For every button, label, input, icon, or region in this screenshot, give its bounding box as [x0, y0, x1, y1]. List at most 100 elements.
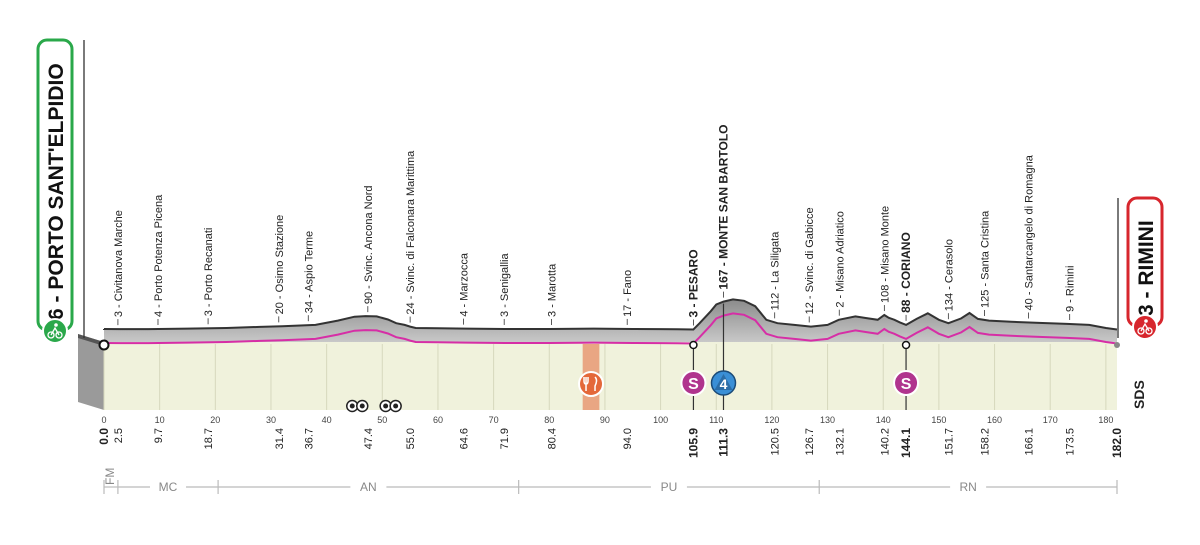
km-tick-label: 110 [709, 415, 723, 425]
km-tick-label: 0 [101, 415, 106, 425]
cyclist-icon-frame [50, 326, 60, 336]
distance-label: 55.0 [405, 428, 417, 449]
km-tick-label: 60 [433, 415, 443, 425]
km-tick-label: 130 [820, 415, 835, 425]
distance-label: 158.2 [980, 428, 992, 456]
km-tick-label: 150 [931, 415, 946, 425]
sprint-letter: S [688, 376, 699, 393]
distance-label: 182.0 [1110, 428, 1124, 458]
km-tick-label: 20 [210, 415, 220, 425]
distance-label: 2.5 [113, 428, 125, 443]
waypoint-label: 4 - Marzocca [459, 252, 471, 316]
waypoint-label: 20 - Osimo Stazione [274, 215, 286, 315]
waypoint-label: 3 - Marotta [547, 263, 559, 317]
waypoint-label: 4 - Porto Potenza Picena [153, 194, 165, 317]
start-badge-altitude: 6 [45, 308, 68, 320]
cyclist-icon-frame [1140, 322, 1150, 332]
province-label: RN [959, 480, 976, 494]
waypoint-label: 3 - PESARO [686, 249, 700, 317]
distance-label: 105.9 [686, 428, 700, 458]
km-tick-label: 100 [653, 415, 668, 425]
start-badge-separator: - [45, 290, 68, 309]
waypoint-label: 9 - Rimini [1065, 266, 1077, 312]
waypoint-label: 2 - Misano Adriatico [834, 211, 846, 308]
km-tick-label: 40 [322, 415, 332, 425]
cyclist-icon-wheel [1137, 327, 1145, 335]
kom-category: 4 [720, 376, 728, 392]
finish-badge-altitude: 3 [1135, 304, 1158, 316]
km-tick-label: 140 [876, 415, 891, 425]
finish-badge: 3 - RIMINI [1126, 196, 1164, 340]
km-tick-label: 70 [489, 415, 499, 425]
waypoint-label: 134 - Cerasolo [943, 239, 955, 311]
km-tick-label: 180 [1098, 415, 1113, 425]
tunnel-icon-core [383, 403, 389, 409]
sprint-icon [893, 370, 920, 396]
km-tick-label: 30 [266, 415, 276, 425]
start-dot [98, 339, 110, 351]
distance-label: 173.5 [1065, 428, 1077, 456]
distance-label: 31.4 [274, 428, 286, 449]
finish-badge-label: 3 - RIMINI [1135, 220, 1158, 316]
tunnel-icon-core [349, 403, 355, 409]
km-tick-label: 90 [600, 415, 610, 425]
distance-label: 0.0 [97, 428, 111, 445]
brand-logo: SDS [1131, 380, 1147, 409]
cutlery-icon [583, 376, 598, 391]
distance-label: 9.7 [153, 428, 165, 443]
km-tick-label: 170 [1043, 415, 1058, 425]
tunnel-icon-core [359, 403, 365, 409]
tunnel-icon-core [393, 403, 399, 409]
distance-label: 47.4 [363, 428, 375, 449]
province-label-bg [150, 478, 187, 492]
cyclist-icon-wheel [47, 331, 55, 339]
distance-label: 36.7 [303, 428, 315, 449]
km-tick-label: 160 [987, 415, 1002, 425]
province-label: PU [661, 480, 678, 494]
province-label-bg [950, 478, 987, 492]
waypoint-label: 3 - Civitanova Marche [113, 210, 125, 317]
waypoint-label: 125 - Santa Cristina [980, 210, 992, 308]
waypoint-label: 108 - Misano Monte [879, 206, 891, 303]
cyclist-icon [42, 318, 68, 344]
elevation-profile-ridge [103, 298, 1118, 331]
distance-label: 64.6 [459, 428, 471, 449]
cyclist-icon [1132, 314, 1158, 340]
km-tick-label: 10 [155, 415, 165, 425]
waypoint-label: 12 - Svinc. di Gabicce [804, 207, 816, 314]
province-label-bg [650, 478, 687, 492]
distance-label: 80.4 [547, 428, 559, 449]
km-tick-label: 120 [764, 415, 779, 425]
distance-label: 140.2 [879, 428, 891, 456]
waypoint-label: 88 - CORIANO [899, 232, 913, 313]
finish-badge-name: RIMINI [1135, 220, 1158, 285]
waypoint-label: 3 - Senigallia [499, 252, 511, 316]
sprint-point [689, 340, 698, 350]
distance-label: 126.7 [804, 428, 816, 456]
province-label: FM [103, 468, 117, 485]
distance-label: 111.3 [716, 428, 730, 457]
waypoint-label: 167 - MONTE SAN BARTOLO [716, 124, 730, 289]
waypoint-label: 24 - Svinc. di Falconara Marittima [405, 150, 417, 315]
distance-label: 144.1 [899, 428, 913, 458]
distance-label: 94.0 [622, 428, 634, 449]
province-label-bg [350, 478, 387, 492]
start-badge-label: 6 - PORTO SANT'ELPIDIO [45, 63, 68, 320]
distance-label: 166.1 [1024, 428, 1036, 456]
distance-label: 132.1 [834, 428, 846, 456]
sprint-point [901, 340, 911, 350]
elevation-profile-area [104, 299, 1117, 342]
start-badge: 6 - PORTO SANT'ELPIDIO [36, 38, 74, 344]
waypoint-label: 3 - Porto Recanati [203, 228, 215, 317]
route-line [103, 312, 1118, 345]
profile-panel [104, 342, 1117, 410]
finish-badge-separator: - [1135, 286, 1158, 305]
cyclist-icon-wheel [55, 331, 63, 339]
feed-zone-icon [578, 371, 605, 397]
distance-label: 151.7 [943, 428, 955, 456]
km-tick-label: 80 [544, 415, 554, 425]
waypoint-label: 34 - Aspio Terme [303, 231, 315, 313]
start-badge-name: PORTO SANT'ELPIDIO [45, 63, 68, 289]
